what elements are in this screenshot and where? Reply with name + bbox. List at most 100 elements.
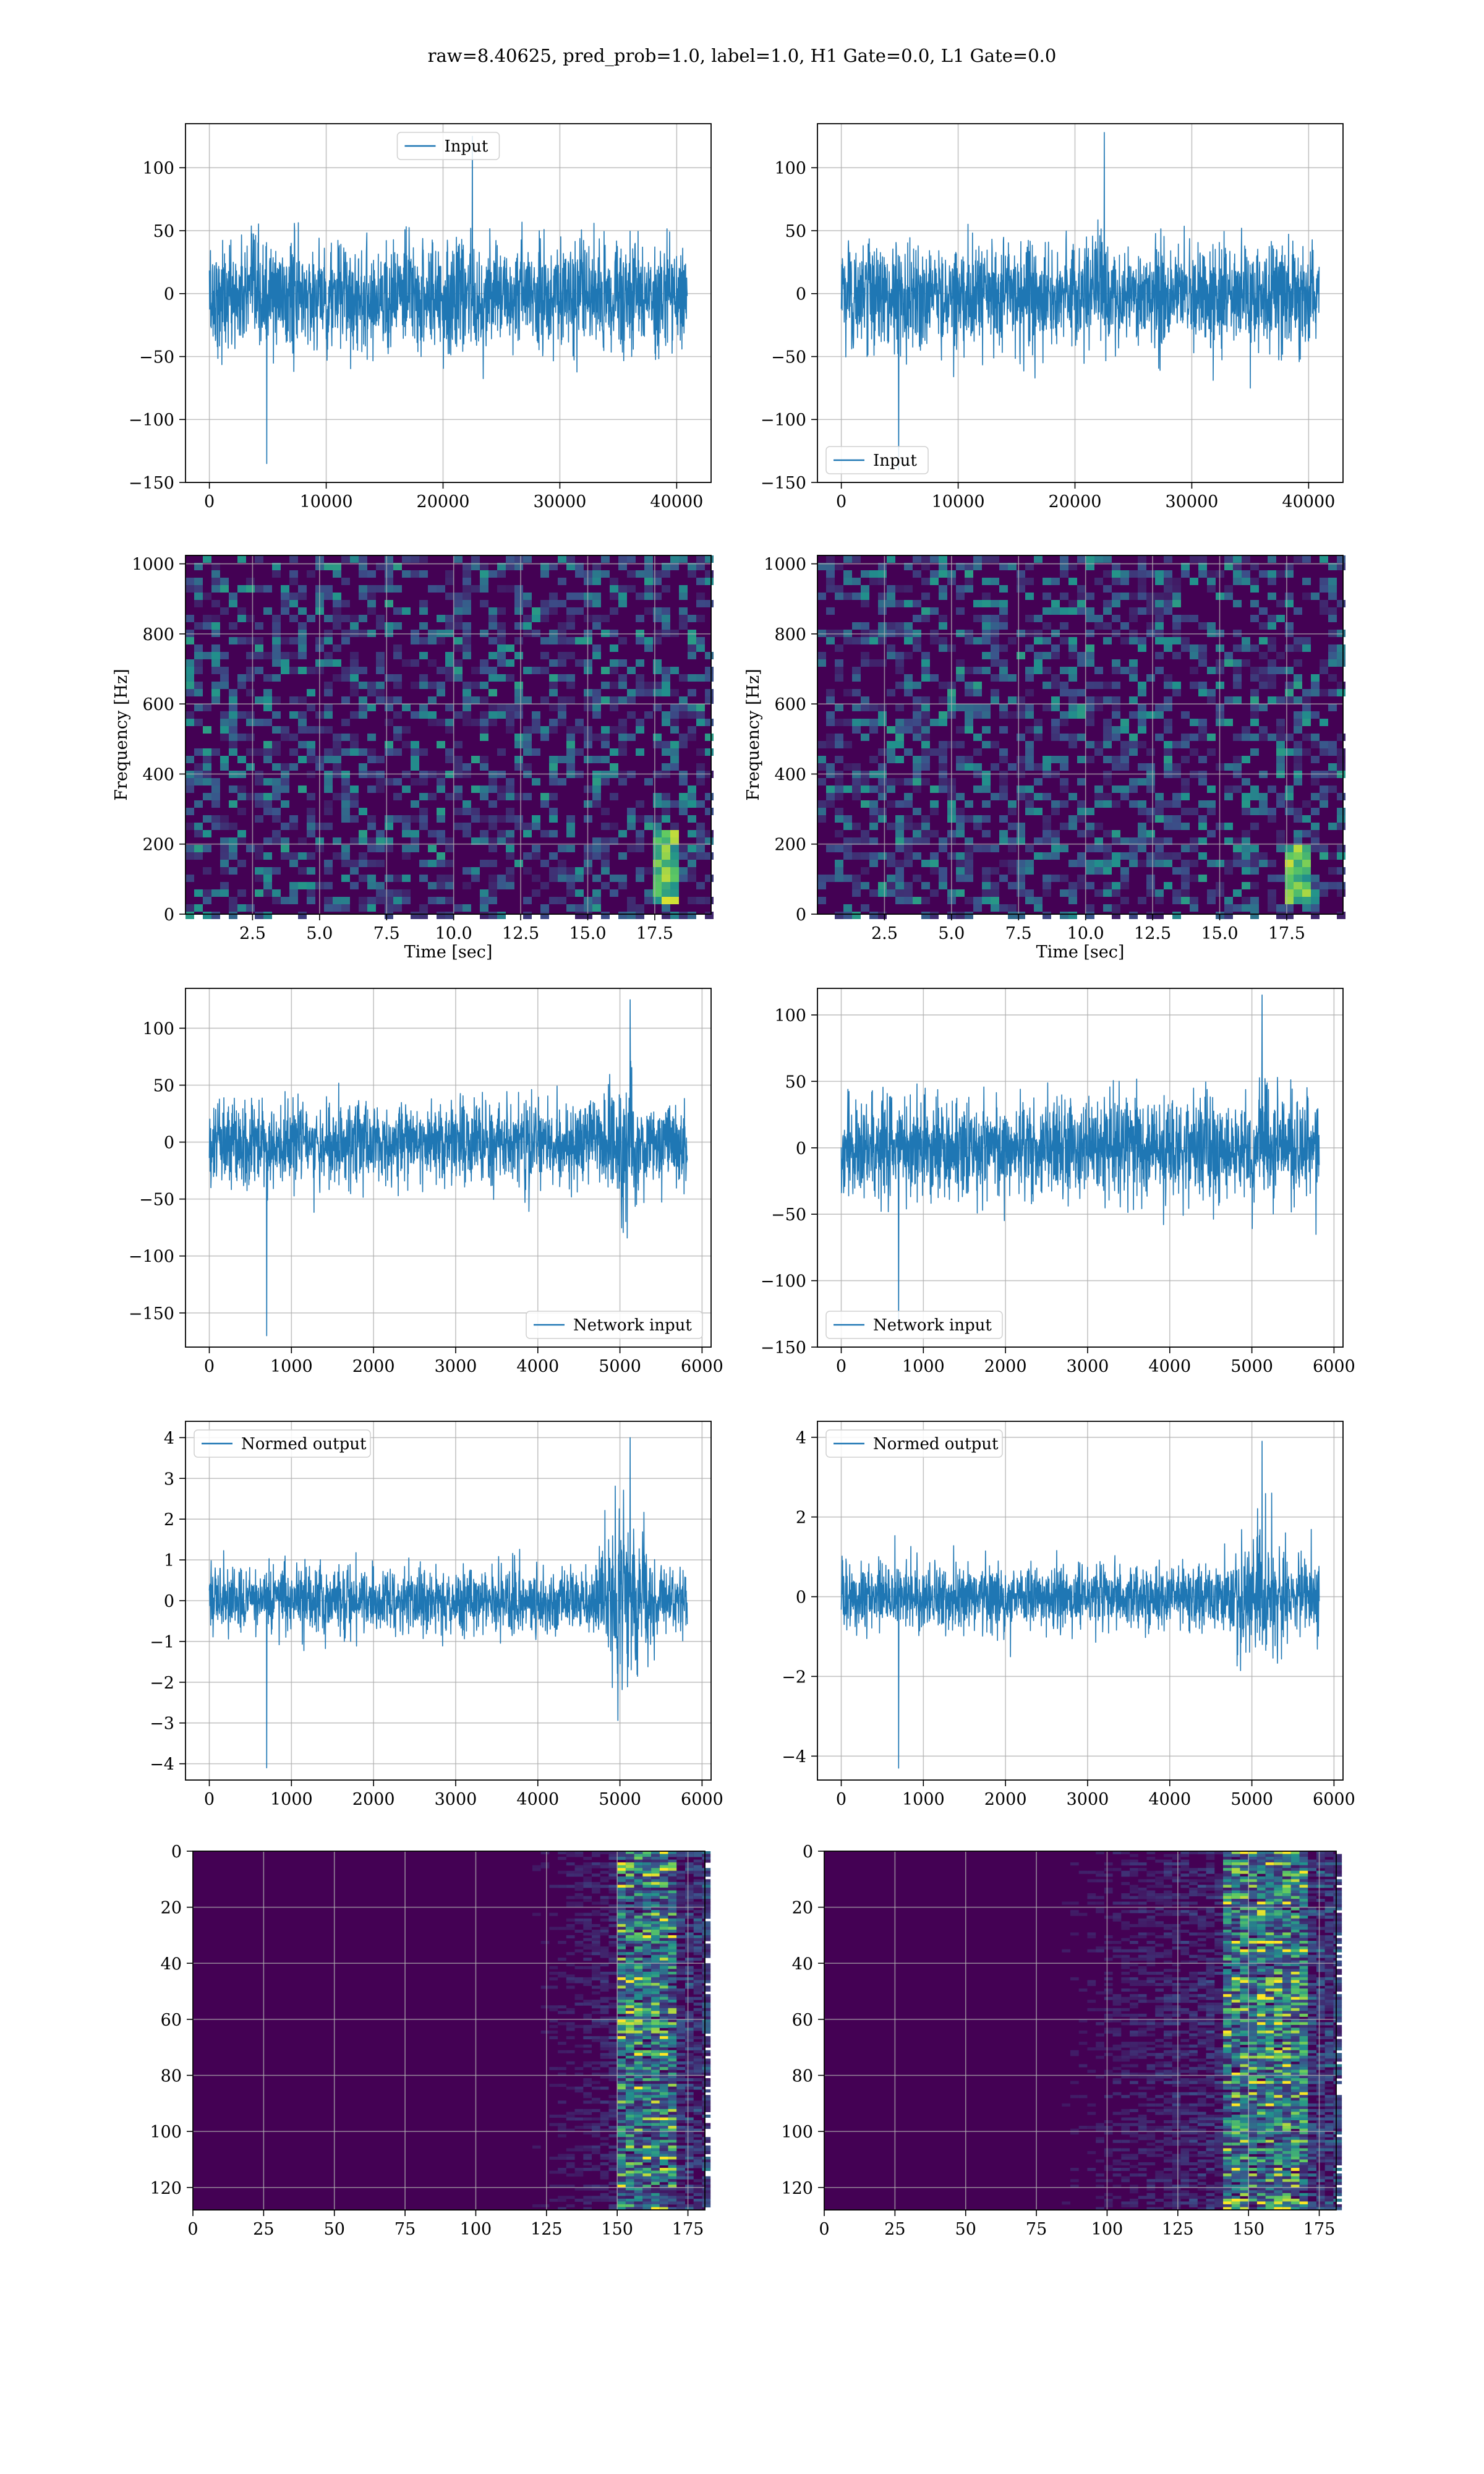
heatmap-cell [659, 1881, 668, 1885]
heatmap-cell [668, 2084, 677, 2087]
heatmap-cell [497, 748, 506, 756]
heatmap-cell [1096, 1851, 1104, 1855]
heatmap-cell [592, 2134, 600, 2138]
heatmap-cell [693, 1977, 702, 1980]
heatmap-cell [1043, 889, 1051, 897]
heatmap-cell [514, 585, 523, 593]
heatmap-cell [702, 2176, 711, 2180]
heatmap-cell [1259, 607, 1268, 615]
x-tick-label: 0 [836, 1790, 846, 1809]
heatmap-cell [608, 2100, 618, 2104]
heatmap-cell [878, 778, 887, 785]
heatmap-cell [601, 630, 610, 637]
heatmap-cell [220, 652, 229, 659]
heatmap-cell [1103, 719, 1112, 726]
heatmap-cell [1276, 912, 1285, 919]
heatmap-cell [1103, 852, 1112, 860]
heatmap-cell [1207, 570, 1216, 578]
heatmap-cell [668, 2031, 677, 2034]
heatmap-cell [1060, 711, 1068, 719]
heatmap-cell [289, 889, 298, 897]
heatmap-cell [1333, 1868, 1342, 1872]
heatmap-cell [617, 2058, 626, 2062]
heatmap-cell [1138, 741, 1146, 748]
heatmap-cell [636, 593, 644, 600]
heatmap-cell [255, 852, 263, 860]
heatmap-cell [385, 696, 393, 704]
heatmap-cell [583, 2145, 592, 2149]
heatmap-cell [982, 726, 991, 734]
heatmap-cell [1302, 644, 1311, 652]
heatmap-cell [1077, 882, 1086, 889]
heatmap-cell [341, 897, 350, 904]
heatmap-cell [668, 2075, 677, 2079]
heatmap-cell [676, 2022, 685, 2026]
heatmap-cell [608, 1924, 618, 1927]
heatmap-cell [1120, 748, 1129, 756]
heatmap-cell [1294, 837, 1302, 845]
heatmap-cell [592, 1977, 600, 1980]
heatmap-cell [1086, 912, 1094, 919]
heatmap-cell [608, 2078, 618, 2082]
heatmap-cell [696, 711, 705, 719]
heatmap-cell [1256, 1865, 1266, 1868]
heatmap-cell [1086, 659, 1094, 667]
heatmap-cell [1259, 734, 1268, 741]
heatmap-cell [659, 2204, 668, 2207]
heatmap-cell [566, 2117, 575, 2121]
heatmap-cell [583, 1879, 592, 1883]
heatmap-cell [1274, 1865, 1283, 1868]
heatmap-cell [1034, 659, 1043, 667]
heatmap-cell [684, 1870, 694, 1874]
heatmap-cell [913, 696, 921, 704]
heatmap-cell [1276, 696, 1285, 704]
heatmap-cell [600, 1851, 609, 1855]
heatmap-cell [1242, 808, 1250, 815]
heatmap-cell [1146, 1870, 1156, 1874]
heatmap-cell [1256, 1859, 1266, 1863]
heatmap-cell [333, 734, 341, 741]
heatmap-cell [1180, 1868, 1190, 1872]
heatmap-cell [676, 2187, 685, 2191]
heatmap-cell [702, 1929, 711, 1933]
heatmap-cell [627, 570, 636, 578]
heatmap-cell [634, 2159, 643, 2163]
heatmap-cell [1120, 741, 1129, 748]
heatmap-cell [272, 563, 281, 570]
heatmap-cell [1138, 704, 1146, 711]
heatmap-cell [1276, 719, 1285, 726]
heatmap-cell [497, 815, 506, 823]
heatmap-cell [965, 756, 973, 763]
heatmap-cell [549, 763, 558, 771]
heatmap-cell [642, 2123, 652, 2126]
heatmap-cell [1268, 897, 1276, 904]
heatmap-cell [385, 748, 393, 756]
panel-r3c1: 0 1000 2000 3000 4000 5000 6000−150−100−500501… [129, 988, 723, 1376]
heatmap-cell [583, 1977, 592, 1980]
heatmap-cell [956, 823, 965, 830]
heatmap-cell [642, 1921, 652, 1925]
heatmap-cell [634, 2126, 643, 2129]
heatmap-cell [1060, 622, 1068, 630]
heatmap-cell [419, 704, 428, 711]
heatmap-cell [393, 748, 402, 756]
heatmap-cell [676, 2198, 685, 2202]
heatmap-cell [1164, 578, 1172, 585]
heatmap-cell [702, 2181, 711, 2185]
heatmap-cell [653, 659, 662, 667]
heatmap-cell [921, 912, 930, 919]
heatmap-cell [702, 1857, 711, 1860]
heatmap-cell [644, 823, 653, 830]
heatmap-cell [1164, 763, 1172, 771]
heatmap-cell [333, 674, 341, 682]
heatmap-cell [684, 2162, 694, 2165]
heatmap-cell [1077, 756, 1086, 763]
heatmap-cell [642, 2198, 652, 2202]
heatmap-cell [237, 785, 246, 793]
heatmap-cell [583, 2168, 592, 2172]
heatmap-cell [1077, 711, 1086, 719]
heatmap-cell [1146, 1851, 1156, 1855]
heatmap-cell [1299, 1868, 1308, 1872]
heatmap-cell [324, 882, 333, 889]
heatmap-cell [229, 837, 237, 845]
